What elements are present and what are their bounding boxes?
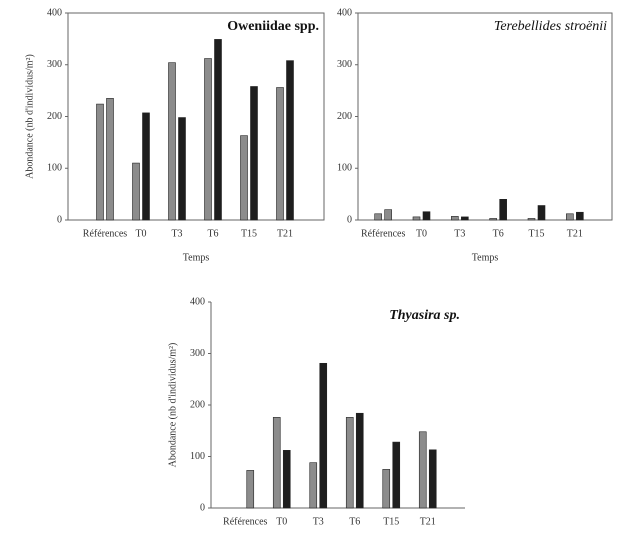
bar (345, 417, 354, 509)
x-tick-label: T21 (420, 516, 436, 527)
y-tick-label: 400 (190, 296, 205, 307)
bar (214, 39, 222, 221)
bar (272, 417, 281, 509)
x-tick-label: T0 (276, 516, 287, 527)
y-tick-label: 100 (47, 163, 62, 174)
bar (461, 216, 469, 221)
bar (106, 98, 114, 221)
bar (451, 216, 459, 221)
chart-title: Terebellides stroënii (494, 19, 607, 34)
y-tick-label: 400 (337, 7, 352, 18)
y-tick-label: 200 (190, 399, 205, 410)
x-tick-label: T0 (416, 228, 427, 239)
bar (178, 117, 186, 221)
bar (276, 87, 284, 221)
bar (309, 462, 318, 509)
x-tick-label: Références (83, 228, 128, 239)
bar (246, 470, 255, 509)
x-tick-label: T15 (528, 228, 544, 239)
x-tick-label: T0 (135, 228, 146, 239)
bar (132, 162, 140, 221)
x-tick-label: Références (223, 516, 268, 527)
bar (418, 431, 427, 509)
plot-frame (357, 12, 613, 221)
bar (250, 86, 258, 221)
x-tick-label: T6 (493, 228, 504, 239)
bar (428, 449, 437, 509)
bar (282, 450, 291, 509)
y-axis-label: Abondance (nb d'individus/m²) (24, 54, 35, 179)
bar (382, 469, 391, 509)
y-tick-label: 0 (57, 214, 62, 225)
x-axis-label: Temps (472, 252, 499, 263)
bar (96, 103, 104, 221)
bar (392, 441, 401, 509)
y-tick-label: 400 (47, 7, 62, 18)
bar (168, 62, 176, 221)
bar (142, 112, 150, 221)
x-tick-label: T15 (383, 516, 399, 527)
x-tick-label: T15 (241, 228, 257, 239)
y-tick-label: 0 (200, 502, 205, 513)
bar (422, 211, 431, 221)
chart-title: Thyasira sp. (389, 308, 460, 323)
y-tick-label: 300 (47, 59, 62, 70)
bar (489, 218, 497, 221)
x-tick-label: Références (361, 228, 406, 239)
bar (204, 58, 212, 221)
y-tick-label: 300 (190, 348, 205, 359)
bar (374, 213, 382, 221)
bar (319, 362, 328, 509)
x-tick-label: T21 (567, 228, 583, 239)
y-axis-label: Abondance (nb d'individus/m²) (167, 343, 178, 468)
chart-title: Oweniidae spp. (227, 19, 319, 34)
bar (537, 205, 546, 221)
x-tick-label: T6 (207, 228, 218, 239)
y-tick-label: 300 (337, 59, 352, 70)
x-tick-label: T3 (313, 516, 324, 527)
bar (384, 209, 392, 221)
x-tick-label: T3 (454, 228, 465, 239)
bar (499, 199, 507, 221)
y-tick-label: 100 (190, 451, 205, 462)
bar (527, 218, 536, 221)
y-tick-label: 100 (337, 163, 352, 174)
y-tick-label: 0 (347, 214, 352, 225)
y-tick-label: 200 (337, 111, 352, 122)
bar (412, 216, 421, 221)
x-tick-label: T21 (277, 228, 293, 239)
bar (576, 211, 584, 221)
x-tick-label: T3 (171, 228, 182, 239)
x-tick-label: T6 (349, 516, 360, 527)
x-axis-label: Temps (183, 252, 210, 263)
bar (240, 135, 248, 221)
bar (566, 213, 574, 221)
bar (355, 412, 364, 509)
bar (286, 60, 294, 221)
y-tick-label: 200 (47, 111, 62, 122)
